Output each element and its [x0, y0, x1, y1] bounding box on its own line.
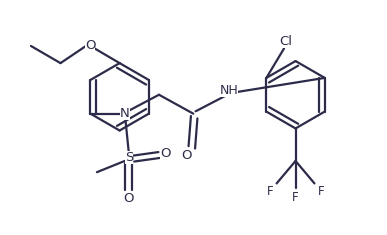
- Text: NH: NH: [219, 84, 238, 97]
- Text: O: O: [123, 192, 134, 205]
- Text: Cl: Cl: [279, 35, 292, 48]
- Text: F: F: [318, 185, 324, 198]
- Text: O: O: [181, 149, 192, 162]
- Text: N: N: [120, 107, 130, 120]
- Text: F: F: [292, 191, 299, 204]
- Text: O: O: [160, 147, 171, 160]
- Text: O: O: [85, 39, 95, 52]
- Text: S: S: [125, 152, 133, 164]
- Text: F: F: [267, 185, 274, 198]
